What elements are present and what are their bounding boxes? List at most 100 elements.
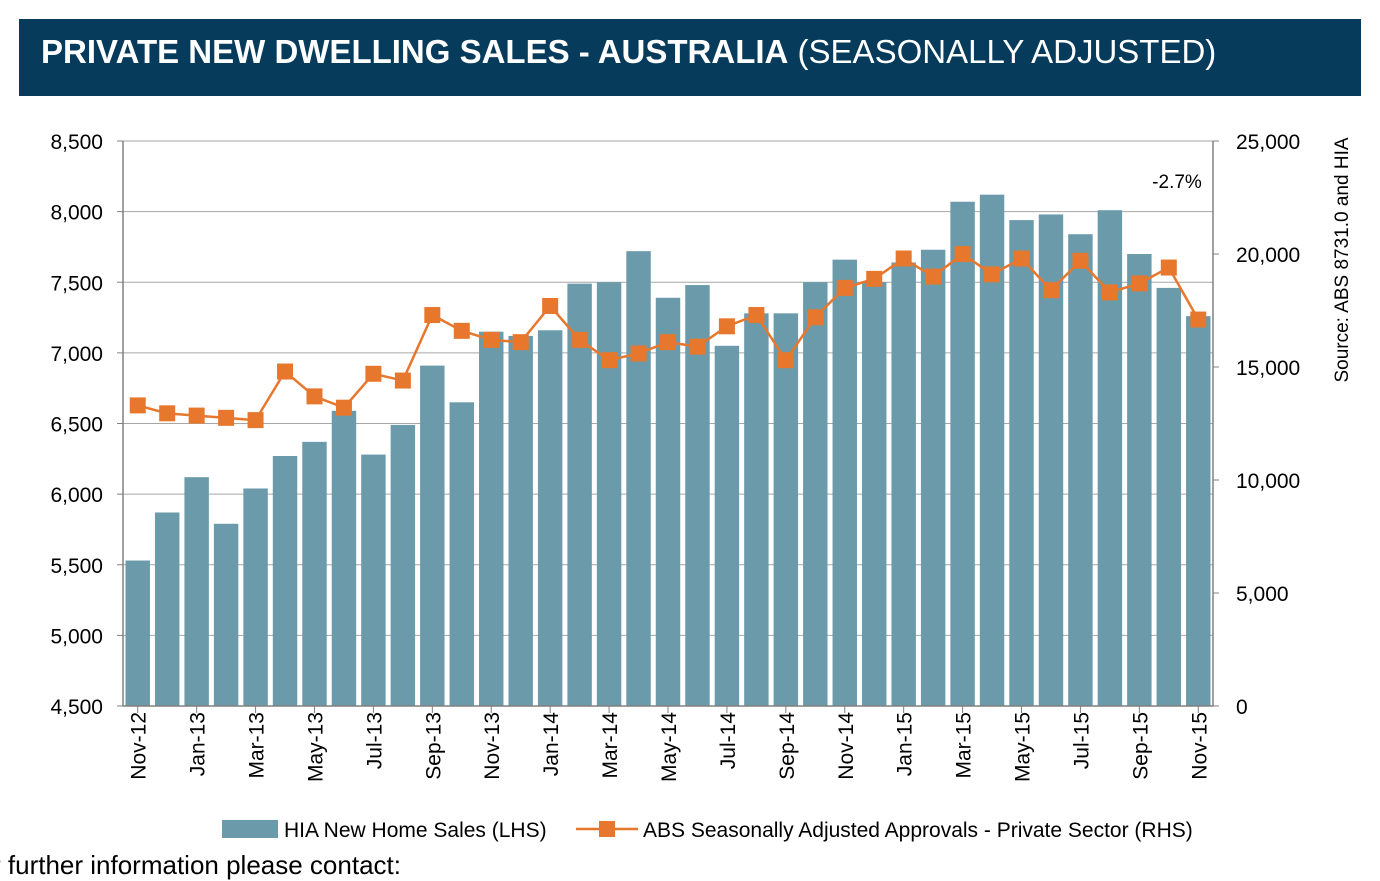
bar bbox=[596, 282, 622, 706]
bar bbox=[420, 365, 445, 706]
y-left-tick-label: 7,500 bbox=[50, 272, 103, 295]
bar bbox=[773, 313, 799, 706]
approvals-point bbox=[306, 388, 323, 405]
y-left-tick-label: 8,000 bbox=[50, 202, 103, 225]
approvals-point bbox=[277, 363, 294, 380]
y-right-tick-label: 20,000 bbox=[1236, 244, 1300, 267]
bar bbox=[125, 560, 150, 706]
approvals-point bbox=[188, 407, 205, 424]
y-right-tick-label: 0 bbox=[1236, 696, 1248, 719]
legend-line-marker bbox=[599, 821, 615, 837]
approvals-point bbox=[247, 412, 264, 429]
approvals-point bbox=[542, 297, 559, 314]
approvals-point bbox=[1013, 250, 1030, 267]
change-annotation: -2.7% bbox=[1152, 172, 1202, 193]
bar bbox=[685, 285, 710, 706]
legend-bar-label: HIA New Home Sales (LHS) bbox=[284, 819, 547, 842]
bar bbox=[803, 282, 828, 706]
y-left-tick-label: 5,000 bbox=[50, 625, 103, 648]
bar bbox=[272, 455, 298, 706]
approvals-point bbox=[925, 268, 942, 285]
bar bbox=[714, 345, 740, 706]
y-right-tick-label: 15,000 bbox=[1236, 357, 1300, 380]
approvals-point bbox=[689, 338, 706, 355]
bar bbox=[567, 283, 592, 706]
bar bbox=[861, 282, 887, 706]
bar bbox=[744, 313, 769, 706]
bar bbox=[154, 512, 180, 706]
bar bbox=[449, 402, 475, 706]
x-tick-label: Sep-14 bbox=[776, 712, 799, 780]
approvals-point bbox=[954, 246, 971, 262]
approvals-point bbox=[1190, 311, 1207, 328]
legend-line-label: ABS Seasonally Adjusted Approvals - Priv… bbox=[643, 819, 1193, 842]
approvals-point bbox=[453, 322, 470, 339]
bar bbox=[950, 201, 975, 707]
y-left-tick-label: 7,000 bbox=[50, 343, 103, 366]
approvals-point bbox=[1042, 282, 1059, 299]
approvals-point bbox=[1160, 259, 1177, 276]
y-left-tick-label: 8,500 bbox=[50, 131, 103, 154]
bar bbox=[331, 410, 357, 706]
bar bbox=[1156, 287, 1182, 706]
y-left-tick-label: 6,500 bbox=[50, 414, 103, 437]
approvals-point bbox=[394, 372, 411, 389]
x-tick-label: Sep-15 bbox=[1129, 712, 1152, 780]
x-tick-label: Jul-13 bbox=[363, 712, 386, 769]
x-tick-label: May-15 bbox=[1012, 712, 1035, 782]
bar bbox=[302, 441, 327, 706]
x-tick-label: Jul-15 bbox=[1070, 712, 1093, 769]
bar bbox=[479, 331, 504, 706]
bar bbox=[626, 251, 651, 707]
y-left-tick-label: 4,500 bbox=[50, 696, 103, 719]
approvals-point bbox=[1131, 275, 1148, 292]
approvals-point bbox=[777, 352, 794, 369]
approvals-point bbox=[807, 309, 824, 326]
y-right-tick-label: 10,000 bbox=[1236, 470, 1300, 493]
approvals-point bbox=[335, 399, 352, 416]
x-tick-label: Nov-14 bbox=[835, 712, 858, 780]
right-axis-source-label: Source: ABS 8731.0 and HIA bbox=[1332, 137, 1353, 382]
approvals-point bbox=[571, 331, 588, 348]
approvals-point bbox=[218, 409, 235, 426]
approvals-point bbox=[1101, 284, 1118, 301]
x-tick-label: Mar-13 bbox=[246, 712, 269, 779]
bar bbox=[655, 297, 681, 706]
approvals-point bbox=[895, 250, 912, 267]
y-right-tick-label: 25,000 bbox=[1236, 131, 1300, 154]
x-tick-label: May-14 bbox=[658, 712, 681, 782]
x-tick-label: Mar-15 bbox=[953, 712, 976, 779]
approvals-point bbox=[630, 345, 647, 362]
bar bbox=[508, 335, 533, 706]
title-banner: PRIVATE NEW DWELLING SALES - AUSTRALIA (… bbox=[19, 19, 1361, 96]
x-tick-label: Jan-14 bbox=[540, 712, 563, 777]
y-right-tick-label: 5,000 bbox=[1236, 583, 1289, 606]
x-tick-label: Sep-13 bbox=[422, 712, 445, 780]
x-tick-label: Nov-13 bbox=[481, 712, 504, 780]
bar bbox=[390, 424, 416, 706]
title-bold: PRIVATE NEW DWELLING SALES - AUSTRALIA bbox=[41, 33, 789, 70]
x-tick-label: Jan-15 bbox=[894, 712, 917, 776]
approvals-point bbox=[129, 397, 146, 414]
bar bbox=[1186, 316, 1211, 706]
x-tick-label: Jan-13 bbox=[187, 712, 210, 776]
bar bbox=[920, 249, 946, 706]
page-title: PRIVATE NEW DWELLING SALES - AUSTRALIA (… bbox=[41, 33, 1216, 71]
approvals-point bbox=[512, 334, 529, 351]
bar bbox=[537, 330, 563, 706]
bar bbox=[184, 477, 209, 706]
approvals-point bbox=[424, 307, 441, 324]
approvals-point bbox=[836, 279, 853, 296]
approvals-point bbox=[866, 270, 883, 287]
x-tick-label: Nov-12 bbox=[128, 712, 151, 780]
x-tick-label: Nov-15 bbox=[1188, 712, 1211, 780]
x-tick-label: May-13 bbox=[304, 712, 327, 782]
x-tick-label: Jul-14 bbox=[717, 712, 740, 770]
title-subtitle: (SEASONALLY ADJUSTED) bbox=[797, 33, 1217, 70]
x-tick-label: Mar-14 bbox=[599, 712, 622, 779]
legend-bar-swatch bbox=[222, 820, 278, 838]
approvals-point bbox=[748, 307, 765, 324]
bar bbox=[243, 488, 268, 706]
approvals-point bbox=[718, 318, 735, 335]
